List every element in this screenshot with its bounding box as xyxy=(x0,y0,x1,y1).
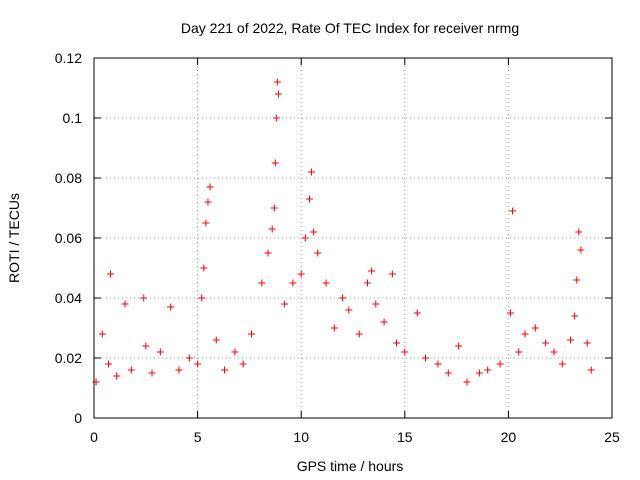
data-point xyxy=(301,234,309,242)
data-point xyxy=(268,225,276,233)
data-point xyxy=(202,219,210,227)
data-point xyxy=(330,324,338,332)
data-point xyxy=(583,339,591,347)
data-point xyxy=(167,303,175,311)
y-tick-label: 0.12 xyxy=(55,50,82,66)
data-point xyxy=(587,366,595,374)
data-point xyxy=(289,279,297,287)
data-point xyxy=(422,354,430,362)
data-point xyxy=(393,339,401,347)
data-point xyxy=(200,264,208,272)
data-point xyxy=(364,279,372,287)
data-point xyxy=(496,360,504,368)
y-tick-label: 0.02 xyxy=(55,350,82,366)
data-point xyxy=(204,198,212,206)
data-point xyxy=(484,366,492,374)
x-tick-label: 20 xyxy=(501,429,517,445)
data-point xyxy=(388,270,396,278)
data-point xyxy=(212,336,220,344)
data-point xyxy=(194,360,202,368)
data-point xyxy=(413,309,421,317)
data-point xyxy=(305,195,313,203)
x-tick-label: 10 xyxy=(293,429,309,445)
data-point xyxy=(247,330,255,338)
x-tick-label: 25 xyxy=(604,429,620,445)
data-point xyxy=(105,360,113,368)
data-point xyxy=(577,246,585,254)
y-tick-label: 0.06 xyxy=(55,230,82,246)
data-point xyxy=(127,366,135,374)
y-tick-label: 0 xyxy=(74,410,82,426)
y-axis-label: ROTI / TECUs xyxy=(6,193,22,283)
data-point xyxy=(206,183,214,191)
data-point xyxy=(308,168,316,176)
data-point xyxy=(575,228,583,236)
data-point xyxy=(274,90,282,98)
data-point xyxy=(148,369,156,377)
data-point xyxy=(550,348,558,356)
data-point xyxy=(310,228,318,236)
data-point xyxy=(444,369,452,377)
data-point xyxy=(272,114,280,122)
data-point xyxy=(463,378,471,386)
data-point xyxy=(140,294,148,302)
data-point xyxy=(271,159,279,167)
data-point xyxy=(198,294,206,302)
y-tick-label: 0.08 xyxy=(55,170,82,186)
x-tick-label: 0 xyxy=(90,429,98,445)
data-point xyxy=(273,78,281,86)
x-tick-label: 15 xyxy=(397,429,413,445)
data-point xyxy=(185,354,193,362)
data-point xyxy=(542,339,550,347)
data-point xyxy=(509,207,517,215)
data-point xyxy=(401,348,409,356)
data-point xyxy=(270,204,278,212)
data-point xyxy=(314,249,322,257)
data-point xyxy=(113,372,121,380)
data-point xyxy=(239,360,247,368)
data-point xyxy=(434,360,442,368)
data-point xyxy=(258,279,266,287)
y-tick-label: 0.04 xyxy=(55,290,82,306)
data-point xyxy=(380,318,388,326)
data-point xyxy=(156,348,164,356)
data-point xyxy=(515,348,523,356)
data-point xyxy=(121,300,129,308)
chart-title: Day 221 of 2022, Rate Of TEC Index for r… xyxy=(181,20,519,36)
data-point xyxy=(573,276,581,284)
data-point xyxy=(142,342,150,350)
x-tick-label: 5 xyxy=(194,429,202,445)
data-point xyxy=(506,309,514,317)
data-point xyxy=(345,306,353,314)
data-point xyxy=(339,294,347,302)
data-point xyxy=(264,249,272,257)
data-point xyxy=(231,348,239,356)
data-points xyxy=(92,78,595,386)
data-point xyxy=(107,270,115,278)
data-point xyxy=(567,336,575,344)
data-point xyxy=(98,330,106,338)
data-point xyxy=(355,330,363,338)
data-point xyxy=(531,324,539,332)
data-point xyxy=(455,342,463,350)
data-point xyxy=(521,330,529,338)
data-point xyxy=(368,267,376,275)
y-tick-label: 0.1 xyxy=(63,110,83,126)
axis-ticks: 0 5 10 15 20 25 0 0.02 0.04 0.06 0.08 0.1 0.12 xyxy=(55,50,620,445)
data-point xyxy=(558,360,566,368)
x-axis-label: GPS time / hours xyxy=(297,458,404,474)
data-point xyxy=(571,312,579,320)
data-point xyxy=(175,366,183,374)
grid-lines xyxy=(94,58,612,418)
data-point xyxy=(281,300,289,308)
data-point xyxy=(322,279,330,287)
data-point xyxy=(297,270,305,278)
data-point xyxy=(221,366,229,374)
data-point xyxy=(475,369,483,377)
data-point xyxy=(372,300,380,308)
